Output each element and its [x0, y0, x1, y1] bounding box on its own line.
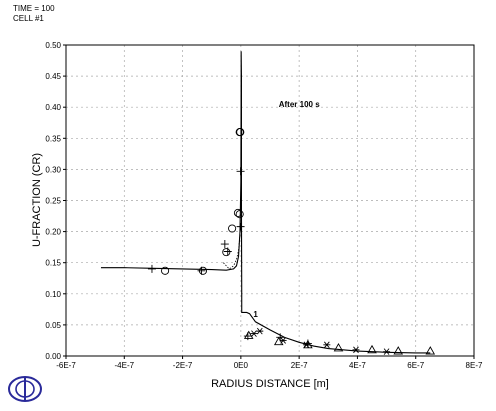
y-tick-label: 0.25 [45, 197, 61, 206]
y-tick-label: 0.30 [45, 165, 61, 174]
y-tick-label: 0.45 [45, 72, 61, 81]
annotation-1: After 100 s [279, 100, 320, 109]
x-tick-label: 4E-7 [349, 361, 366, 370]
star-marker [250, 330, 258, 337]
plus-marker [236, 167, 245, 176]
star-marker [323, 341, 331, 349]
star-marker [383, 348, 391, 355]
grid [66, 45, 474, 356]
x-tick-label: 6E-7 [407, 361, 424, 370]
circle-marker [228, 224, 237, 233]
y-tick-label: 0.05 [45, 321, 61, 330]
triangle-marker [273, 336, 284, 346]
annotations: After 100 s 1 [253, 100, 320, 319]
star-marker [256, 327, 264, 335]
circle-marker [161, 266, 170, 275]
plus-marker [220, 240, 229, 249]
marker-layer [147, 128, 436, 355]
x-tick-label: -2E-7 [173, 361, 193, 370]
plus-marker [236, 222, 245, 231]
triangle-marker [303, 339, 313, 349]
circle-marker [236, 128, 245, 137]
circle-marker [233, 208, 242, 217]
series-layer [100, 51, 431, 354]
series-line-2 [223, 231, 241, 270]
y-axis-title: U-FRACTION (CR) [31, 153, 43, 247]
x-tick-label: 8E-7 [466, 361, 483, 370]
y-tick-label: 0.40 [45, 103, 61, 112]
plus-marker [197, 266, 206, 275]
plus-marker [223, 247, 232, 256]
time-label: TIME = 100 [13, 4, 55, 13]
triangle-marker [333, 343, 344, 352]
y-tick-label: 0.15 [45, 259, 61, 268]
triangle-marker [367, 344, 377, 354]
plus-marker [147, 264, 156, 273]
y-tick-label: 0.00 [45, 352, 61, 361]
annotation-2: 1 [253, 310, 258, 319]
y-tick-label: 0.35 [45, 134, 61, 143]
x-tick-label: -6E-7 [56, 361, 76, 370]
triangle-marker [393, 346, 404, 355]
y-tick-label: 0.50 [45, 41, 61, 50]
x-tick-label: 2E-7 [291, 361, 308, 370]
circle-marker [222, 248, 231, 257]
series-line-1 [100, 51, 431, 354]
triangle-marker [243, 330, 254, 339]
circle-marker [235, 210, 244, 219]
x-tick-label: 0E0 [234, 361, 249, 370]
star-marker [352, 346, 360, 354]
logo-icon [8, 376, 42, 402]
x-axis-title: RADIUS DISTANCE [m] [211, 378, 329, 390]
cell-label: CELL #1 [13, 14, 44, 23]
y-tick-label: 0.10 [45, 290, 61, 299]
triangle-marker [425, 346, 436, 355]
axis-ticks: -6E-7 -4E-7 -2E-7 0E0 2E-7 4E-7 6E-7 8E-7 0.00 0.… [45, 41, 483, 370]
x-tick-label: -4E-7 [115, 361, 135, 370]
y-tick-label: 0.20 [45, 228, 61, 237]
